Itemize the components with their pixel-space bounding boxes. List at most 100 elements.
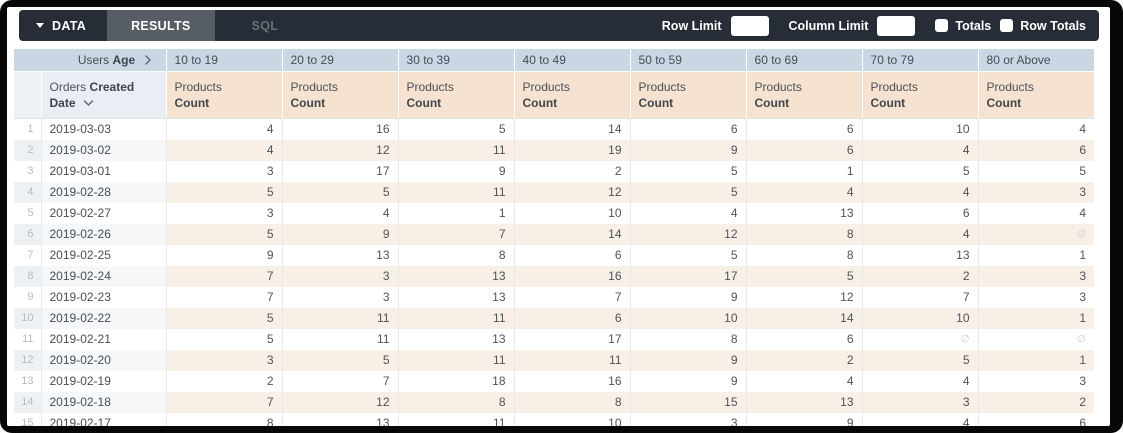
value-cell[interactable]: 5: [629, 245, 747, 266]
value-cell[interactable]: 10: [513, 203, 631, 224]
pivot-column-header[interactable]: 10 to 19: [165, 49, 283, 72]
value-cell[interactable]: 4: [977, 203, 1095, 224]
value-cell[interactable]: 3: [165, 161, 283, 182]
value-cell[interactable]: 8: [513, 392, 631, 413]
value-cell[interactable]: 2: [745, 350, 863, 371]
value-cell[interactable]: 8: [397, 245, 515, 266]
value-cell[interactable]: 6: [977, 140, 1095, 161]
value-cell[interactable]: 4: [861, 140, 979, 161]
value-cell[interactable]: 5: [745, 266, 863, 287]
pivot-column-header[interactable]: 50 to 59: [629, 49, 747, 72]
value-cell[interactable]: 4: [745, 182, 863, 203]
row-limit-input[interactable]: [730, 15, 769, 36]
value-cell[interactable]: 12: [281, 140, 399, 161]
value-cell[interactable]: 3: [861, 392, 979, 413]
dimension-header[interactable]: Orders Created Date: [41, 71, 167, 119]
date-cell[interactable]: 2019-02-17: [40, 413, 167, 426]
value-cell[interactable]: 9: [629, 350, 747, 371]
value-cell[interactable]: 5: [629, 182, 747, 203]
value-cell[interactable]: 5: [281, 350, 399, 371]
measure-header[interactable]: Products Count: [629, 71, 747, 119]
value-cell[interactable]: 5: [165, 308, 283, 329]
value-cell[interactable]: 16: [513, 266, 631, 287]
value-cell[interactable]: 6: [513, 245, 631, 266]
value-cell[interactable]: 2: [861, 266, 979, 287]
value-cell[interactable]: 5: [861, 350, 979, 371]
value-cell[interactable]: 3: [165, 350, 283, 371]
value-cell[interactable]: 6: [745, 140, 863, 161]
pivot-field-header[interactable]: Users Age: [14, 49, 167, 72]
pivot-column-header[interactable]: 80 or Above: [977, 49, 1095, 72]
value-cell[interactable]: 1: [977, 308, 1095, 329]
pivot-column-header[interactable]: 60 to 69: [745, 49, 863, 72]
date-cell[interactable]: 2019-02-18: [40, 392, 167, 413]
value-cell[interactable]: 8: [165, 413, 283, 426]
totals-checkbox[interactable]: [935, 19, 949, 32]
value-cell[interactable]: 17: [513, 329, 631, 350]
value-cell[interactable]: 5: [165, 224, 283, 245]
value-cell[interactable]: 14: [513, 224, 631, 245]
value-cell[interactable]: 4: [861, 371, 979, 392]
value-cell[interactable]: 10: [861, 308, 979, 329]
value-cell[interactable]: 12: [629, 224, 747, 245]
value-cell[interactable]: 11: [397, 182, 515, 203]
row-totals-checkbox[interactable]: [1000, 19, 1014, 32]
value-cell[interactable]: 7: [281, 371, 399, 392]
value-cell[interactable]: 6: [977, 413, 1095, 426]
value-cell[interactable]: 13: [397, 266, 515, 287]
value-cell[interactable]: 7: [397, 224, 515, 245]
measure-header[interactable]: Products Count: [513, 71, 631, 119]
value-cell[interactable]: 13: [397, 329, 515, 350]
value-cell[interactable]: 8: [397, 392, 515, 413]
value-cell[interactable]: 15: [629, 392, 747, 413]
date-cell[interactable]: 2019-02-22: [40, 308, 167, 329]
value-cell[interactable]: 10: [629, 308, 747, 329]
date-cell[interactable]: 2019-02-20: [40, 350, 167, 371]
value-cell[interactable]: 11: [397, 140, 515, 161]
null-value-cell[interactable]: ∅: [977, 224, 1095, 245]
value-cell[interactable]: 2: [165, 371, 283, 392]
value-cell[interactable]: 10: [861, 118, 979, 140]
date-cell[interactable]: 2019-03-02: [40, 140, 167, 161]
value-cell[interactable]: 4: [861, 413, 979, 426]
value-cell[interactable]: 10: [513, 413, 631, 426]
value-cell[interactable]: 11: [513, 350, 631, 371]
value-cell[interactable]: 7: [513, 287, 631, 308]
value-cell[interactable]: 9: [165, 245, 283, 266]
value-cell[interactable]: 3: [281, 266, 399, 287]
date-cell[interactable]: 2019-02-19: [40, 371, 167, 392]
measure-header[interactable]: Products Count: [165, 71, 283, 119]
value-cell[interactable]: 12: [281, 392, 399, 413]
value-cell[interactable]: 16: [281, 118, 399, 140]
value-cell[interactable]: 1: [977, 350, 1095, 371]
value-cell[interactable]: 5: [165, 182, 283, 203]
null-value-cell[interactable]: ∅: [861, 329, 979, 350]
value-cell[interactable]: 9: [629, 140, 747, 161]
value-cell[interactable]: 11: [397, 308, 515, 329]
value-cell[interactable]: 8: [745, 224, 863, 245]
value-cell[interactable]: 3: [165, 203, 283, 224]
value-cell[interactable]: 9: [281, 224, 399, 245]
value-cell[interactable]: 13: [861, 245, 979, 266]
value-cell[interactable]: 7: [165, 287, 283, 308]
column-limit-input[interactable]: [877, 15, 916, 36]
value-cell[interactable]: 17: [629, 266, 747, 287]
value-cell[interactable]: 13: [397, 287, 515, 308]
value-cell[interactable]: 13: [281, 413, 399, 426]
value-cell[interactable]: 13: [745, 203, 863, 224]
measure-header[interactable]: Products Count: [977, 71, 1095, 119]
value-cell[interactable]: 4: [977, 118, 1095, 140]
null-value-cell[interactable]: ∅: [977, 329, 1095, 350]
value-cell[interactable]: 3: [977, 371, 1095, 392]
value-cell[interactable]: 4: [629, 203, 747, 224]
value-cell[interactable]: 8: [629, 329, 747, 350]
value-cell[interactable]: 8: [745, 245, 863, 266]
value-cell[interactable]: 5: [977, 161, 1095, 182]
value-cell[interactable]: 14: [513, 118, 631, 140]
value-cell[interactable]: 11: [281, 329, 399, 350]
measure-header[interactable]: Products Count: [745, 71, 863, 119]
value-cell[interactable]: 9: [629, 371, 747, 392]
date-cell[interactable]: 2019-02-25: [40, 245, 167, 266]
pivot-column-header[interactable]: 70 to 79: [861, 49, 979, 72]
value-cell[interactable]: 11: [397, 413, 515, 426]
